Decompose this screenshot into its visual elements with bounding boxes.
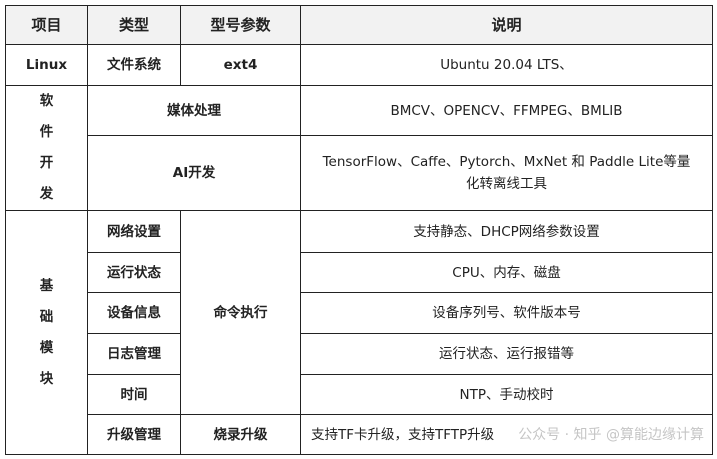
type-cell: 媒体处理 xyxy=(87,85,301,136)
table-row: 时间 NTP、手动校时 xyxy=(6,374,713,415)
watermark: 公众号 · 知乎 @算能边缘计算 xyxy=(518,426,704,443)
table-row: 运行状态 CPU、内存、磁盘 xyxy=(6,252,713,293)
desc-cell: 支持静态、DHCP网络参数设置 xyxy=(300,210,713,253)
type-cell: 运行状态 xyxy=(87,252,181,293)
table-row: 软件开发 媒体处理 BMCV、OPENCV、FFMPEG、BMLIB xyxy=(5,85,713,211)
table-row: 升级管理 烧录升级 支持TF卡升级，支持TFTP升级 公众号 · 知乎 @算能边缘… xyxy=(6,414,713,455)
param-cell: 命令执行 xyxy=(180,210,301,415)
item-cell: 基础模块 xyxy=(5,210,88,455)
desc-cell: 运行状态、运行报错等 xyxy=(300,333,713,375)
desc-cell: NTP、手动校时 xyxy=(300,374,713,415)
type-cell: 日志管理 xyxy=(87,333,181,375)
item-label: 软件开发 xyxy=(39,93,54,202)
table-row: 设备信息 设备序列号、软件版本号 xyxy=(6,292,713,334)
table-row: Linux 文件系统 ext4 Ubuntu 20.04 LTS、 xyxy=(5,44,713,86)
desc-cell: Ubuntu 20.04 LTS、 xyxy=(300,44,713,86)
table-row: 基础模块 网络设置 命令执行 支持静态、DHCP网络参数设置 xyxy=(5,210,713,455)
type-cell: 网络设置 xyxy=(87,210,181,253)
header-param: 型号参数 xyxy=(180,5,301,45)
item-label: 基础模块 xyxy=(39,277,54,387)
spec-table: 项目 类型 型号参数 说明 Linux 文件系统 ext4 Ubuntu 20.… xyxy=(5,5,713,455)
header-row: 项目 类型 型号参数 说明 xyxy=(5,5,713,45)
item-cell: Linux xyxy=(5,44,88,86)
param-cell: 烧录升级 xyxy=(180,414,301,455)
desc-cell: TensorFlow、Caffe、Pytorch、MxNet 和 Paddle … xyxy=(300,135,713,211)
type-cell: 升级管理 xyxy=(87,414,181,455)
desc-cell: 支持TF卡升级，支持TFTP升级 公众号 · 知乎 @算能边缘计算 xyxy=(300,414,713,455)
param-cell: ext4 xyxy=(180,44,301,86)
item-cell: 软件开发 xyxy=(5,85,88,211)
table-row: AI开发 TensorFlow、Caffe、Pytorch、MxNet 和 Pa… xyxy=(6,135,713,211)
desc-text: 支持TF卡升级，支持TFTP升级 xyxy=(311,426,495,443)
type-cell: AI开发 xyxy=(87,135,301,211)
type-cell: 设备信息 xyxy=(87,292,181,334)
desc-cell: BMCV、OPENCV、FFMPEG、BMLIB xyxy=(300,85,713,136)
type-cell: 文件系统 xyxy=(87,44,181,86)
type-cell: 时间 xyxy=(87,374,181,415)
desc-cell: 设备序列号、软件版本号 xyxy=(300,292,713,334)
table-row: 日志管理 运行状态、运行报错等 xyxy=(6,333,713,375)
header-type: 类型 xyxy=(87,5,181,45)
header-desc: 说明 xyxy=(300,5,713,45)
desc-cell: CPU、内存、磁盘 xyxy=(300,252,713,293)
header-item: 项目 xyxy=(5,5,88,45)
